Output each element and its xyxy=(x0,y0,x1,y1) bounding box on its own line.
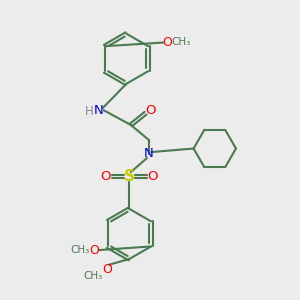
Text: S: S xyxy=(124,169,135,184)
Text: O: O xyxy=(89,244,99,256)
Text: O: O xyxy=(102,263,112,276)
Text: O: O xyxy=(163,36,172,49)
Text: CH₃: CH₃ xyxy=(83,271,103,281)
Text: O: O xyxy=(100,170,111,183)
Text: N: N xyxy=(144,147,153,160)
Text: CH₃: CH₃ xyxy=(70,245,89,255)
Text: O: O xyxy=(145,104,155,117)
Text: O: O xyxy=(148,170,158,183)
Text: H: H xyxy=(85,105,93,118)
Text: N: N xyxy=(94,104,104,117)
Text: CH₃: CH₃ xyxy=(171,37,190,47)
